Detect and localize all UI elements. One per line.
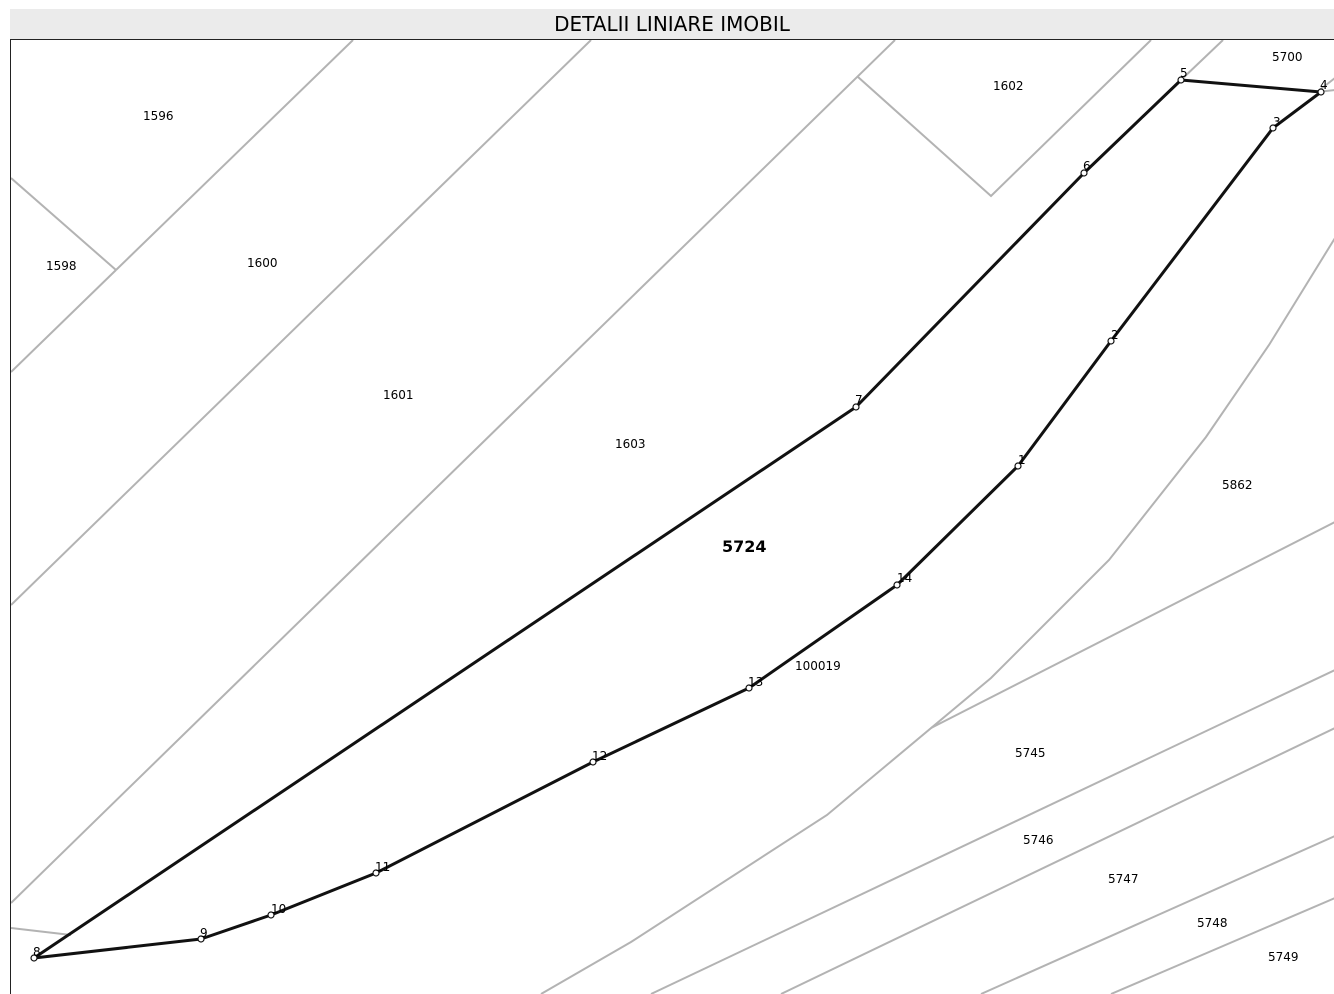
boundary-line: [11, 177, 117, 271]
parcel-boundaries: [11, 40, 1334, 994]
parcel-labels: 1596 1598 1600 1601 1603 1602 5700 5862 …: [46, 50, 1303, 964]
parcel-label: 5862: [1222, 478, 1253, 492]
parcel-label: 5748: [1197, 916, 1228, 930]
boundary-line: [650, 669, 1334, 994]
vertex-marker: [30, 954, 38, 962]
parcel-label: 1600: [247, 256, 278, 270]
parcel-label: 5747: [1108, 872, 1139, 886]
vertex-marker: [745, 684, 753, 692]
vertex-marker: [589, 758, 597, 766]
parcel-label: 1601: [383, 388, 414, 402]
vertex-label: 11: [375, 860, 390, 874]
boundary-line: [11, 269, 117, 373]
main-parcel-label: 5724: [722, 537, 767, 556]
page-title: DETALII LINIARE IMOBIL: [10, 9, 1334, 40]
vertex-label: 7: [855, 393, 863, 407]
vertex-marker: [1014, 462, 1022, 470]
vertex-label: 6: [1083, 159, 1091, 173]
vertex-label: 9: [200, 926, 208, 940]
map-canvas: 1 2 3 4 5 6 7 8 9 10 11 12 13 14 1596 15…: [10, 40, 1334, 994]
boundary-line: [540, 237, 1334, 994]
parcel-label: 1598: [46, 259, 77, 273]
parcel-label: 1596: [143, 109, 174, 123]
vertex-label: 13: [748, 675, 763, 689]
vertex-label: 14: [897, 571, 912, 585]
vertex-marker: [197, 935, 205, 943]
parcel-label: 5745: [1015, 746, 1046, 760]
vertex-marker: [267, 911, 275, 919]
parcel-label: 5700: [1272, 50, 1303, 64]
secondary-parcel-label: 100019: [795, 659, 841, 673]
vertex-label: 3: [1273, 115, 1281, 129]
vertex-label: 10: [271, 902, 286, 916]
boundary-line: [1110, 897, 1334, 994]
parcel-label: 1602: [993, 79, 1024, 93]
vertex-marker: [893, 581, 901, 589]
parcel-label: 5746: [1023, 833, 1054, 847]
cadastral-map: 1 2 3 4 5 6 7 8 9 10 11 12 13 14 1596 15…: [11, 40, 1334, 994]
vertex-labels: 1 2 3 4 5 6 7 8 9 10 11 12 13 14: [33, 66, 1328, 959]
vertex-marker: [852, 403, 860, 411]
vertex-marker: [1317, 88, 1325, 96]
boundary-line: [857, 40, 1152, 198]
boundary-line: [930, 521, 1334, 729]
boundary-line: [1180, 40, 1224, 81]
vertex-label: 4: [1320, 78, 1328, 92]
boundary-line: [11, 40, 592, 606]
boundary-line: [980, 835, 1334, 994]
vertex-marker: [1177, 76, 1185, 84]
boundary-line: [11, 40, 896, 904]
boundary-line: [115, 40, 354, 271]
parcel-label: 5749: [1268, 950, 1299, 964]
vertex-label: 12: [592, 749, 607, 763]
boundary-line: [11, 927, 72, 936]
vertex-markers: [30, 76, 1325, 962]
vertex-label: 1: [1018, 453, 1026, 467]
vertex-marker: [372, 869, 380, 877]
vertex-label: 8: [33, 945, 41, 959]
vertex-marker: [1080, 169, 1088, 177]
boundary-line: [780, 727, 1334, 994]
vertex-marker: [1107, 337, 1115, 345]
parcel-label: 1603: [615, 437, 646, 451]
vertex-marker: [1269, 124, 1277, 132]
vertex-label: 2: [1111, 328, 1119, 342]
vertex-label: 5: [1180, 66, 1188, 80]
main-parcel-outline: [32, 78, 1323, 960]
